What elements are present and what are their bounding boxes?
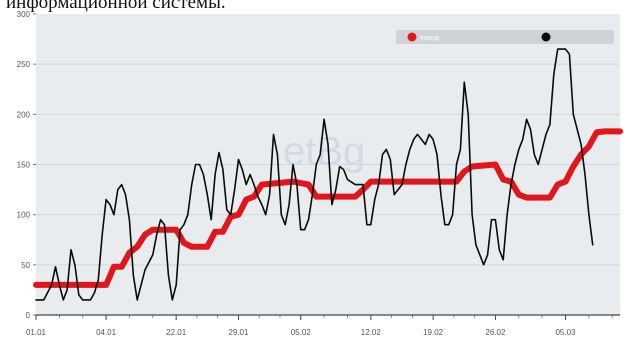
y-tick-label: 250 [17,60,31,69]
legend-bar [396,30,614,44]
x-tick-label: 05.02 [291,328,312,337]
legend-dot-trend [407,32,417,42]
y-tick-label: 200 [17,110,31,119]
x-tick-label: 26.02 [485,328,506,337]
grid-lines [36,63,620,266]
y-tick-label: 50 [21,261,30,270]
legend-label-trend: тренд [420,35,439,42]
x-tick-label: 12.02 [361,328,382,337]
x-tick-label: 19.02 [423,328,444,337]
legend[interactable]: тренд [396,30,614,44]
y-tick-label: 300 [17,10,31,19]
y-axis: 0 50 100 150 200 250 300 [17,10,36,320]
x-tick-label: 29.01 [228,328,249,337]
x-tick-label: 04.01 [96,328,117,337]
legend-dot-series [541,32,551,42]
x-tick-label: 05.03 [555,328,576,337]
series-line-main [35,48,594,301]
page-caption: информационной системы. [6,0,226,13]
y-tick-label: 150 [17,161,31,170]
series-layer [33,48,623,301]
y-tick-label: 0 [26,311,31,320]
x-axis: 01.01 04.01 22.01 29.01 05.02 12.02 19.02 26.02… [26,314,620,337]
x-tick-label: 01.01 [26,328,47,337]
watermark-logo: etBg [283,130,365,174]
y-tick-label: 100 [17,211,31,220]
x-tick-label: 22.01 [166,328,187,337]
